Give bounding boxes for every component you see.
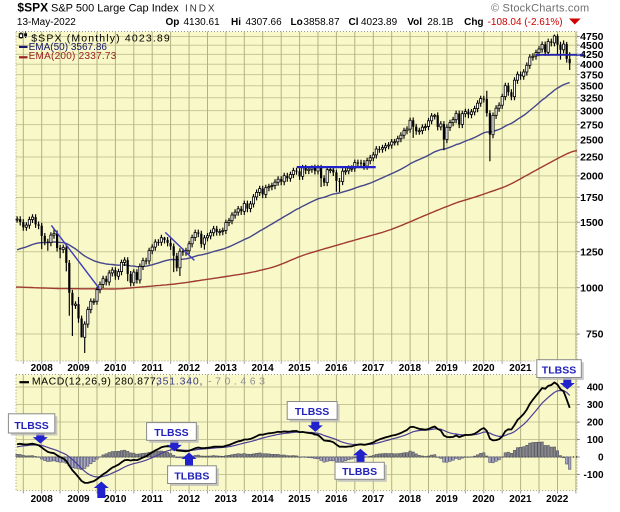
svg-text:2014: 2014 [251,494,274,505]
svg-text:2750: 2750 [580,119,604,131]
svg-text:$SPX: $SPX [17,1,48,15]
svg-text:TLBBS: TLBBS [342,466,377,478]
svg-text:2011: 2011 [141,363,163,374]
svg-text:TLBSS: TLBSS [295,406,329,418]
svg-text:0: 0 [598,453,604,464]
svg-text:2021: 2021 [509,494,532,505]
svg-text:2008: 2008 [31,363,54,374]
svg-text:2019: 2019 [436,363,459,374]
svg-text:2020: 2020 [472,363,495,374]
svg-text:2008: 2008 [31,494,54,505]
svg-text:2012: 2012 [178,494,201,505]
svg-text:2012: 2012 [178,363,201,374]
svg-text:2010: 2010 [104,494,127,505]
svg-text:28.1B: 28.1B [427,17,453,28]
svg-text:1750: 1750 [580,192,604,204]
svg-text:4307.66: 4307.66 [246,17,283,28]
svg-text:MACD(12,26,9) 280.877,351.340,: MACD(12,26,9) 280.877,351.340,-70.463 [32,376,269,388]
svg-text:Hi: Hi [231,17,241,28]
svg-text:2013: 2013 [215,494,238,505]
svg-text:2009: 2009 [67,363,90,374]
svg-text:2011: 2011 [141,494,163,505]
svg-text:-108.04 (-2.61%): -108.04 (-2.61%) [488,17,563,28]
svg-text:1000: 1000 [580,282,604,294]
svg-text:4750: 4750 [580,31,604,43]
svg-text:2014: 2014 [251,363,274,374]
svg-text:200: 200 [587,418,604,429]
svg-text:Cl: Cl [349,17,359,28]
svg-text:2250: 2250 [580,152,604,164]
svg-text:2017: 2017 [362,494,385,505]
svg-text:300: 300 [587,400,604,411]
svg-text:INDX: INDX [185,4,217,15]
svg-text:Lo: Lo [291,17,303,28]
svg-text:EMA(200) 2337.73: EMA(200) 2337.73 [29,51,117,62]
svg-text:3500: 3500 [580,80,604,92]
svg-text:3000: 3000 [580,105,604,117]
svg-text:S&P 500 Large Cap Index: S&P 500 Large Cap Index [51,3,179,15]
svg-text:1250: 1250 [580,246,604,258]
svg-text:© StockCharts.com: © StockCharts.com [491,3,589,15]
svg-text:2020: 2020 [472,494,495,505]
svg-text:2500: 2500 [580,135,604,147]
svg-text:3858.87: 3858.87 [303,17,340,28]
svg-text:2017: 2017 [362,363,385,374]
svg-text:4130.61: 4130.61 [184,17,221,28]
svg-text:2018: 2018 [399,363,422,374]
svg-text:Chg: Chg [464,17,483,28]
svg-text:-100: -100 [583,470,603,481]
svg-text:3250: 3250 [580,92,604,104]
svg-text:2000: 2000 [580,171,604,183]
svg-text:100: 100 [587,435,604,446]
svg-text:400: 400 [587,383,604,394]
svg-text:4023.89: 4023.89 [361,17,398,28]
svg-text:Op: Op [166,17,180,28]
svg-text:TLBSS: TLBSS [14,420,48,432]
svg-text:Vol: Vol [407,17,422,28]
svg-text:2021: 2021 [509,363,532,374]
svg-text:2019: 2019 [436,494,459,505]
svg-text:2016: 2016 [325,363,348,374]
svg-text:2015: 2015 [288,363,311,374]
svg-text:TLBBS: TLBBS [174,470,209,482]
svg-text:13-May-2022: 13-May-2022 [17,17,76,28]
svg-text:2009: 2009 [67,494,90,505]
svg-text:2016: 2016 [325,494,348,505]
svg-text:2018: 2018 [399,494,422,505]
svg-text:2010: 2010 [104,363,127,374]
svg-text:3750: 3750 [580,69,604,81]
svg-text:1500: 1500 [580,217,604,229]
svg-text:750: 750 [586,329,604,341]
svg-text:TLBSS: TLBSS [542,364,576,376]
svg-text:TLBSS: TLBSS [154,427,188,439]
svg-text:2022: 2022 [546,494,569,505]
svg-text:2013: 2013 [215,363,238,374]
svg-text:2015: 2015 [288,494,311,505]
